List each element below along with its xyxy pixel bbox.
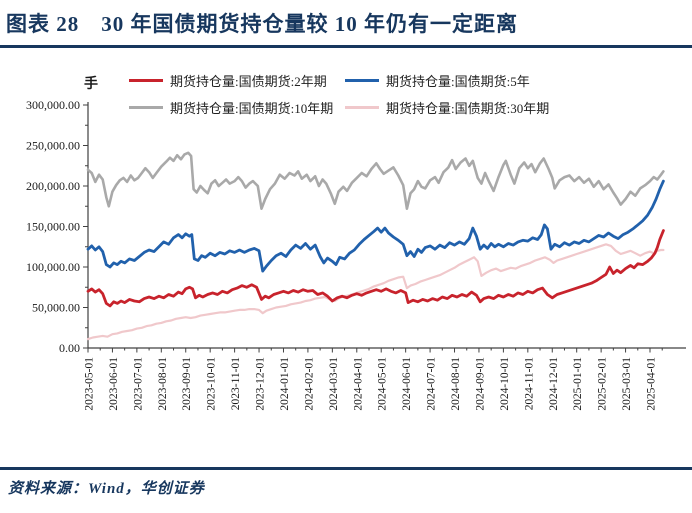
chart-container: 手 期货持仓量:国债期货:2年期 期货持仓量:国债期货:5年 期货持仓量:国债期货… bbox=[0, 52, 692, 462]
legend-swatch-30y bbox=[345, 106, 379, 109]
y-axis-tick-label: 250,000.00 bbox=[26, 139, 80, 153]
legend-label-5y: 期货持仓量:国债期货:5年 bbox=[386, 74, 530, 89]
x-axis-tick-label: 2025-03-01 bbox=[621, 357, 633, 411]
x-axis-tick-label: 2023-06-01 bbox=[108, 357, 120, 411]
y-axis-tick-label: 300,000.00 bbox=[26, 98, 80, 112]
source-note: 资料来源：Wind，华创证券 bbox=[8, 481, 205, 497]
series-line-10y bbox=[86, 151, 665, 210]
title-divider bbox=[0, 45, 692, 48]
x-axis-tick-label: 2023-11-01 bbox=[230, 357, 242, 410]
x-axis-tick-label: 2024-06-01 bbox=[401, 357, 413, 411]
y-axis-tick-label: 50,000.00 bbox=[32, 301, 80, 315]
legend-swatch-10y bbox=[129, 106, 163, 109]
x-axis-tick-label: 2025-04-01 bbox=[646, 357, 658, 411]
x-axis-tick-label: 2024-03-01 bbox=[328, 357, 340, 411]
x-axis-tick-label: 2024-02-01 bbox=[303, 357, 315, 411]
x-axis-tick-label: 2023-12-01 bbox=[255, 357, 267, 411]
x-axis-tick-label: 2023-08-01 bbox=[157, 357, 169, 411]
x-axis-tick-label: 2024-04-01 bbox=[352, 357, 364, 411]
x-axis-tick-label: 2024-12-01 bbox=[548, 357, 560, 411]
x-axis-tick-label: 2024-09-01 bbox=[474, 357, 486, 411]
legend-swatch-5y bbox=[345, 79, 379, 82]
y-axis-tick-label: 200,000.00 bbox=[26, 179, 80, 193]
legend-label-10y: 期货持仓量:国债期货:10年期 bbox=[170, 101, 334, 116]
y-axis-tick-label: 100,000.00 bbox=[26, 260, 80, 274]
chart-legend: 期货持仓量:国债期货:2年期 期货持仓量:国债期货:5年 期货持仓量:国债期货:1… bbox=[129, 67, 549, 121]
legend-row-1: 期货持仓量:国债期货:2年期 期货持仓量:国债期货:5年 bbox=[129, 67, 549, 94]
x-axis-tick-label: 2024-11-01 bbox=[523, 357, 535, 410]
legend-item-2y: 期货持仓量:国债期货:2年期 bbox=[129, 71, 345, 90]
x-axis-tick-label: 2023-09-01 bbox=[181, 357, 193, 411]
y-axis-unit-label: 手 bbox=[84, 77, 98, 92]
legend-item-5y: 期货持仓量:国债期货:5年 bbox=[345, 71, 530, 90]
legend-row-2: 期货持仓量:国债期货:10年期 期货持仓量:国债期货:30年期 bbox=[129, 94, 549, 121]
legend-item-30y: 期货持仓量:国债期货:30年期 bbox=[345, 98, 549, 117]
x-axis-tick-label: 2023-05-01 bbox=[84, 357, 96, 411]
x-axis-tick-label: 2025-02-01 bbox=[597, 357, 609, 411]
legend-label-2y: 期货持仓量:国债期货:2年期 bbox=[170, 74, 327, 89]
series-line-2y bbox=[86, 229, 665, 308]
x-axis-tick-label: 2023-07-01 bbox=[132, 357, 144, 411]
x-axis-tick-label: 2024-05-01 bbox=[377, 357, 389, 411]
figure-title: 图表 28 30 年国债期货持仓量较 10 年仍有一定距离 bbox=[6, 12, 518, 36]
x-axis-tick-label: 2023-10-01 bbox=[206, 357, 218, 411]
line-chart-plot: 0.00 50,000.00 100,000.00 150,000.00 200,000… bbox=[26, 98, 686, 411]
footer-divider bbox=[0, 467, 692, 470]
series-line-5y bbox=[86, 179, 665, 273]
series-line-30y bbox=[86, 243, 665, 341]
legend-swatch-2y bbox=[129, 79, 163, 82]
legend-item-10y: 期货持仓量:国债期货:10年期 bbox=[129, 98, 345, 117]
y-axis-tick-label: 0.00 bbox=[59, 341, 80, 355]
x-axis-tick-label: 2024-08-01 bbox=[450, 357, 462, 411]
legend-label-30y: 期货持仓量:国债期货:30年期 bbox=[386, 101, 550, 116]
x-axis-tick-label: 2024-07-01 bbox=[426, 357, 438, 411]
y-axis-tick-label: 150,000.00 bbox=[26, 220, 80, 234]
x-axis-tick-label: 2024-10-01 bbox=[499, 357, 511, 411]
x-axis-tick-label: 2024-01-01 bbox=[279, 357, 291, 411]
x-axis-tick-label: 2025-01-01 bbox=[572, 357, 584, 411]
